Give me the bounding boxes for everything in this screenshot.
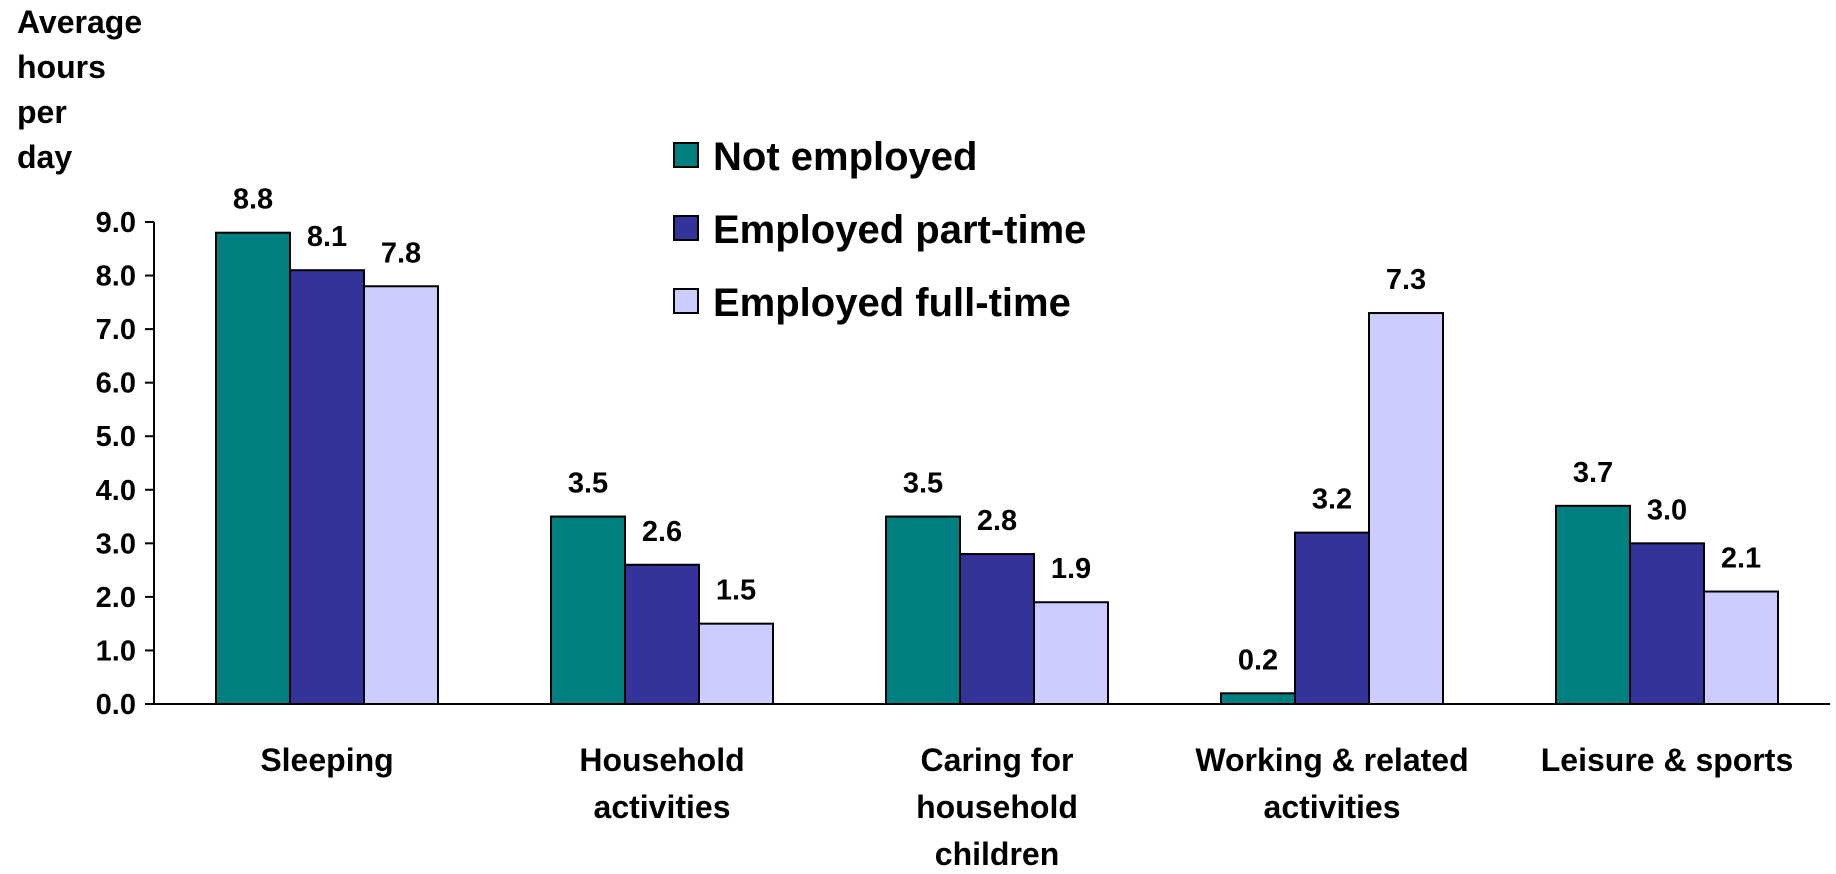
legend-label: Employed part-time bbox=[713, 208, 1086, 252]
y-tick-label: 9.0 bbox=[96, 207, 136, 239]
x-category-label: activities bbox=[594, 789, 731, 825]
y-tick-label: 7.0 bbox=[96, 314, 136, 346]
bar bbox=[698, 622, 774, 706]
x-category-label: Working & related bbox=[1195, 742, 1468, 778]
legend-swatch bbox=[673, 142, 699, 168]
y-tick-label: 3.0 bbox=[96, 528, 136, 560]
data-label: 7.3 bbox=[1386, 264, 1426, 296]
legend-label: Employed full-time bbox=[713, 281, 1071, 325]
y-tick-label: 8.0 bbox=[96, 261, 136, 293]
bar bbox=[215, 231, 291, 705]
bar bbox=[550, 515, 626, 705]
y-axis-label: day bbox=[17, 139, 72, 175]
bar bbox=[1220, 692, 1296, 705]
y-tick-label: 0.0 bbox=[96, 689, 136, 721]
bar bbox=[885, 515, 961, 705]
data-label: 3.5 bbox=[568, 468, 608, 500]
bar bbox=[1033, 601, 1109, 705]
y-tick-label: 6.0 bbox=[96, 368, 136, 400]
y-axis-label: hours bbox=[17, 49, 106, 85]
x-category-label: Household bbox=[579, 742, 744, 778]
bar bbox=[1555, 504, 1631, 705]
y-tick-label: 5.0 bbox=[96, 421, 136, 453]
bar bbox=[1294, 531, 1370, 705]
data-label: 8.1 bbox=[307, 221, 347, 253]
data-label: 0.2 bbox=[1238, 644, 1278, 676]
data-label: 8.8 bbox=[233, 184, 273, 216]
y-axis-label: per bbox=[17, 94, 67, 130]
data-label: 2.6 bbox=[642, 516, 682, 548]
x-category-label: Leisure & sports bbox=[1541, 742, 1794, 778]
data-label: 3.0 bbox=[1647, 494, 1687, 526]
legend-swatch bbox=[673, 215, 699, 241]
data-label: 2.1 bbox=[1721, 543, 1761, 575]
x-category-label: Sleeping bbox=[260, 742, 393, 778]
data-label: 2.8 bbox=[977, 505, 1017, 537]
data-label: 3.7 bbox=[1573, 457, 1613, 489]
x-category-label: children bbox=[935, 836, 1059, 869]
bar bbox=[289, 269, 365, 705]
x-category-label: Caring for bbox=[921, 742, 1074, 778]
data-label: 1.5 bbox=[716, 575, 756, 607]
x-category-label: household bbox=[916, 789, 1078, 825]
bar bbox=[363, 285, 439, 705]
y-axis-label: Average bbox=[17, 4, 142, 40]
x-category-label: activities bbox=[1264, 789, 1401, 825]
y-tick-label: 2.0 bbox=[96, 582, 136, 614]
bar bbox=[1703, 590, 1779, 705]
y-tick-label: 4.0 bbox=[96, 475, 136, 507]
bar bbox=[624, 563, 700, 705]
bar bbox=[1368, 312, 1444, 705]
legend-label: Not employed bbox=[713, 135, 977, 179]
y-tick-label: 1.0 bbox=[96, 635, 136, 667]
data-label: 3.2 bbox=[1312, 484, 1352, 516]
bar bbox=[1629, 542, 1705, 705]
data-label: 1.9 bbox=[1051, 553, 1091, 585]
bar bbox=[959, 553, 1035, 705]
legend-swatch bbox=[673, 288, 699, 314]
data-label: 7.8 bbox=[381, 237, 421, 269]
data-label: 3.5 bbox=[903, 468, 943, 500]
